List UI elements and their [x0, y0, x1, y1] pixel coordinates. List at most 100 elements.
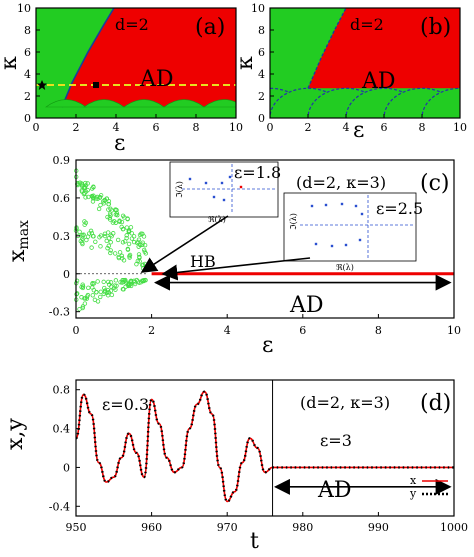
y-tick-label: 0	[63, 268, 70, 281]
y-tick-label: 10	[251, 2, 265, 15]
bifurcation-point	[115, 237, 121, 243]
bifurcation-point	[132, 279, 137, 285]
bifurcation-point	[134, 262, 139, 267]
bifurcation-point	[85, 187, 90, 193]
y-tick-label: 6	[24, 46, 31, 59]
panel-c-xlabel: ε	[262, 333, 273, 358]
panel-d-annotation: (d=2, κ=3)	[300, 393, 390, 412]
x-tick-label: 8	[193, 121, 200, 134]
bifurcation-point	[121, 287, 126, 292]
bifurcation-point	[121, 258, 127, 263]
bifurcation-point	[124, 225, 130, 230]
bifurcation-point	[109, 234, 114, 239]
eigenvalue-marker	[354, 204, 358, 208]
inset-2-label: ε=2.5	[376, 199, 423, 218]
panel-b: 0 2 4 6 8 10 0 2 4 6 8 10 (b) d=2 AD ε κ	[233, 2, 467, 143]
inset-eps-1-8: ε=1.8 ℜ(λ) ℑ(λ)	[169, 161, 281, 224]
x-tick-label: 0	[267, 121, 274, 134]
inset-1-label: ε=1.8	[234, 163, 281, 182]
y-tick-label: 0	[63, 461, 70, 474]
bifurcation-point	[93, 196, 99, 201]
bifurcation-point	[119, 219, 125, 225]
bifurcation-point	[128, 279, 133, 284]
x-tick-label: 4	[224, 324, 231, 337]
bifurcation-point	[98, 244, 103, 249]
bifurcation-point	[128, 225, 134, 230]
bifurcation-point	[142, 242, 148, 248]
panel-b-label: (b)	[420, 15, 451, 40]
panel-c-label: (c)	[420, 171, 450, 196]
y-tick-label: 0	[258, 112, 265, 125]
bifurcation-point	[82, 301, 88, 306]
bifurcation-point	[126, 241, 132, 247]
eigenvalue-marker	[358, 238, 362, 242]
x-tick-label: 2	[305, 121, 312, 134]
hb-arrow	[140, 215, 229, 273]
bifurcation-point	[107, 282, 112, 287]
y-tick-label: 0.6	[53, 192, 71, 205]
eigenvalue-marker	[188, 177, 192, 181]
y-tick-label: 6	[258, 46, 265, 59]
bifurcation-point	[101, 201, 107, 206]
y-tick-label: 4	[24, 68, 31, 81]
bifurcation-point	[101, 279, 106, 285]
bifurcation-point	[102, 231, 108, 236]
x-tick-label: 2	[73, 121, 80, 134]
inset-eps-2-5: ε=2.5 ℜ(λ) ℑ(λ)	[283, 192, 423, 272]
panel-c-annotation: (d=2, κ=3)	[296, 173, 386, 192]
bifurcation-point	[82, 190, 87, 196]
bifurcation-point	[83, 220, 89, 226]
bifurcation-point	[98, 289, 104, 295]
bifurcation-point	[135, 239, 141, 245]
bifurcation-point	[88, 228, 94, 234]
panel-a-ad-label: AD	[139, 67, 174, 92]
bifurcation-point	[86, 285, 91, 290]
bifurcation-point	[113, 220, 119, 225]
bifurcation-point	[91, 281, 97, 286]
bifurcation-point	[113, 207, 118, 212]
legend: x y	[409, 474, 448, 500]
x-tick-label: 990	[368, 521, 389, 534]
y-tick-label: 4	[258, 68, 265, 81]
y-tick-label: 0	[24, 112, 31, 125]
x-tick-label: 2	[148, 324, 155, 337]
bifurcation-point	[98, 202, 103, 208]
panel-b-xlabel: ε	[353, 118, 364, 143]
bifurcation-point	[84, 237, 89, 243]
bifurcation-point	[115, 212, 120, 218]
bifurcation-point	[121, 226, 126, 232]
panel-a-label: (a)	[195, 15, 225, 40]
bifurcation-point	[138, 280, 144, 285]
panel-c-ad-label: AD	[289, 293, 324, 318]
bifurcation-point	[105, 287, 111, 293]
y-tick-label: 8	[258, 24, 265, 37]
bifurcation-point	[123, 239, 128, 244]
y-tick-label: 0.3	[53, 230, 71, 243]
bifurcation-point	[80, 234, 85, 239]
bifurcation-point	[86, 194, 91, 200]
bifurcation-point	[111, 285, 117, 291]
bifurcation-point	[101, 291, 106, 297]
x-tick-label: 8	[419, 121, 426, 134]
bifurcation-point	[113, 278, 119, 283]
bifurcation-point	[108, 250, 113, 256]
bifurcation-point	[81, 191, 87, 197]
panel-c: 0 2 4 6 8 10-0.300.30.60.9 (c) (d=2, κ=3) HB …	[5, 154, 461, 358]
bifurcation-point	[83, 195, 88, 200]
bifurcation-point	[90, 293, 95, 298]
y-tick-label: 10	[17, 2, 31, 15]
legend-y-label: y	[409, 487, 417, 500]
x-tick-label: 10	[453, 121, 467, 134]
x-tick-label: 6	[381, 121, 388, 134]
bifurcation-point	[106, 199, 112, 204]
bifurcation-point	[136, 252, 142, 257]
panel-c-hb-label: HB	[190, 252, 216, 271]
eigenvalue-marker	[324, 203, 328, 207]
bifurcation-point	[74, 291, 80, 296]
star-marker	[37, 80, 47, 90]
x-tick-label: 960	[141, 521, 162, 534]
panel-d: 950 960 970 980 990 1000 -0.4 0 0.4 0.8 (d) (d=2,…	[3, 379, 468, 554]
x-tick-label: 0	[73, 324, 80, 337]
bifurcation-point	[94, 290, 99, 295]
